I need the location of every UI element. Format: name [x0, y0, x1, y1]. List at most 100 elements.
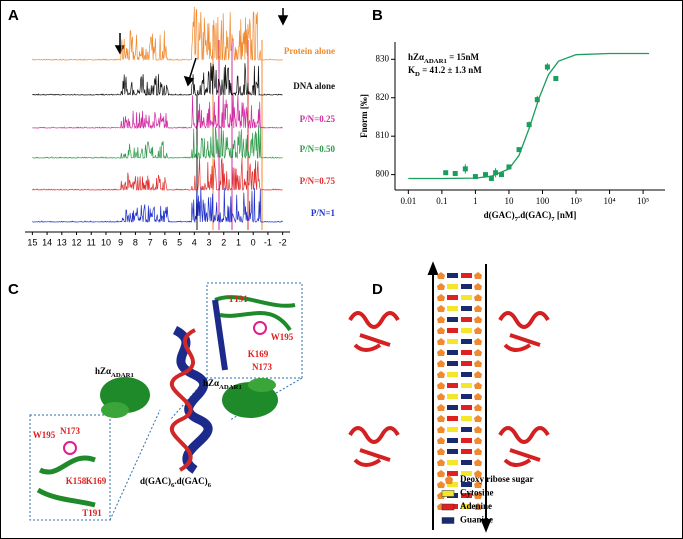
data-point	[516, 147, 522, 153]
y-tick-label: 830	[376, 53, 390, 63]
base	[461, 361, 472, 366]
x-tick-label: 6	[162, 237, 167, 247]
base	[461, 449, 472, 454]
x-tick-label: 15	[27, 237, 37, 247]
data-point	[452, 170, 458, 176]
trace-label: P/N=0.50	[300, 144, 336, 154]
base	[461, 405, 472, 410]
fit-curve	[408, 52, 649, 180]
base	[461, 306, 472, 311]
protein-label-part: hZα	[203, 378, 219, 388]
data-point	[462, 166, 468, 172]
protein-label-sub: ADAR1	[111, 372, 134, 379]
base	[447, 306, 458, 311]
base	[461, 438, 472, 443]
x-axis-label-sub: 7	[515, 216, 519, 223]
x-axis-label-part: [nM]	[555, 210, 577, 220]
x-tick-label: 2	[221, 237, 226, 247]
base	[447, 295, 458, 300]
base	[461, 493, 472, 498]
legend-label: Deoxy ribose sugar	[460, 474, 534, 484]
sugar	[437, 272, 445, 279]
protein-label-part: hZα	[95, 366, 111, 376]
legend-label: Guanine	[460, 515, 493, 525]
sugar	[437, 426, 445, 433]
x-tick-label: 8	[133, 237, 138, 247]
sugar	[474, 426, 482, 433]
data-point	[534, 97, 540, 103]
base	[447, 284, 458, 289]
sugar	[474, 459, 482, 466]
x-tick-label: 10	[101, 237, 111, 247]
data-point	[526, 122, 532, 128]
sugar	[474, 327, 482, 334]
base	[461, 328, 472, 333]
sugar	[474, 283, 482, 290]
dna-label-sub: 6	[208, 482, 212, 489]
annotation-part: hZα	[408, 52, 424, 62]
sugar	[437, 470, 445, 477]
base	[447, 317, 458, 322]
y-tick-label: 820	[376, 92, 390, 102]
base	[461, 350, 472, 355]
residue-label: T191	[82, 508, 102, 518]
base	[461, 394, 472, 399]
base	[447, 405, 458, 410]
trace-label: Protein alone	[284, 46, 335, 56]
trace-label: P/N=0.75	[300, 176, 336, 186]
sugar	[474, 503, 482, 510]
base	[447, 427, 458, 432]
residue-label: K169	[248, 349, 269, 359]
sugar	[474, 492, 482, 499]
sugar	[437, 349, 445, 356]
x-tick-label: 1	[473, 196, 478, 206]
base	[447, 394, 458, 399]
annotation-part: = 41.2 ± 1.3 nM	[420, 65, 482, 75]
data-point	[443, 170, 449, 176]
data-point	[506, 164, 512, 170]
sugar	[474, 272, 482, 279]
data-point	[483, 172, 489, 178]
spectrum	[32, 157, 283, 192]
sugar	[437, 360, 445, 367]
data-point	[472, 174, 478, 180]
sugar	[474, 415, 482, 422]
x-axis-label-part: d(GAC)	[484, 210, 515, 220]
data-point	[499, 172, 505, 178]
base	[461, 427, 472, 432]
x-tick-label: 14	[42, 237, 52, 247]
base	[447, 471, 458, 476]
residue-label: K158	[66, 476, 87, 486]
legend-label: Adenine	[460, 501, 492, 511]
sugar	[437, 382, 445, 389]
base	[461, 295, 472, 300]
legend-label: Cytosine	[460, 488, 494, 498]
trace-label: P/N=1	[311, 208, 336, 218]
sugar	[437, 371, 445, 378]
sugar	[474, 393, 482, 400]
annotation-part: K	[408, 65, 415, 75]
protein-label: hZαADAR1	[95, 366, 135, 379]
sugar	[437, 481, 445, 488]
sugar	[474, 382, 482, 389]
sugar	[474, 360, 482, 367]
x-tick-label: 0	[251, 237, 256, 247]
base	[447, 273, 458, 278]
x-tick-label: -1	[264, 237, 272, 247]
sugar	[474, 470, 482, 477]
sugar	[437, 294, 445, 301]
x-tick-label: 0.01	[400, 196, 416, 206]
legend-icon	[441, 490, 455, 497]
base	[461, 284, 472, 289]
x-tick-label: 7	[148, 237, 153, 247]
annotation: hZαADAR1 = 15nM	[408, 52, 480, 65]
base	[447, 350, 458, 355]
sugar	[437, 338, 445, 345]
x-tick-label: 10	[504, 196, 514, 206]
x-tick-label: 11	[87, 237, 96, 247]
sugar	[474, 404, 482, 411]
residue-label: K169	[86, 476, 107, 486]
sugar	[437, 404, 445, 411]
base	[461, 416, 472, 421]
